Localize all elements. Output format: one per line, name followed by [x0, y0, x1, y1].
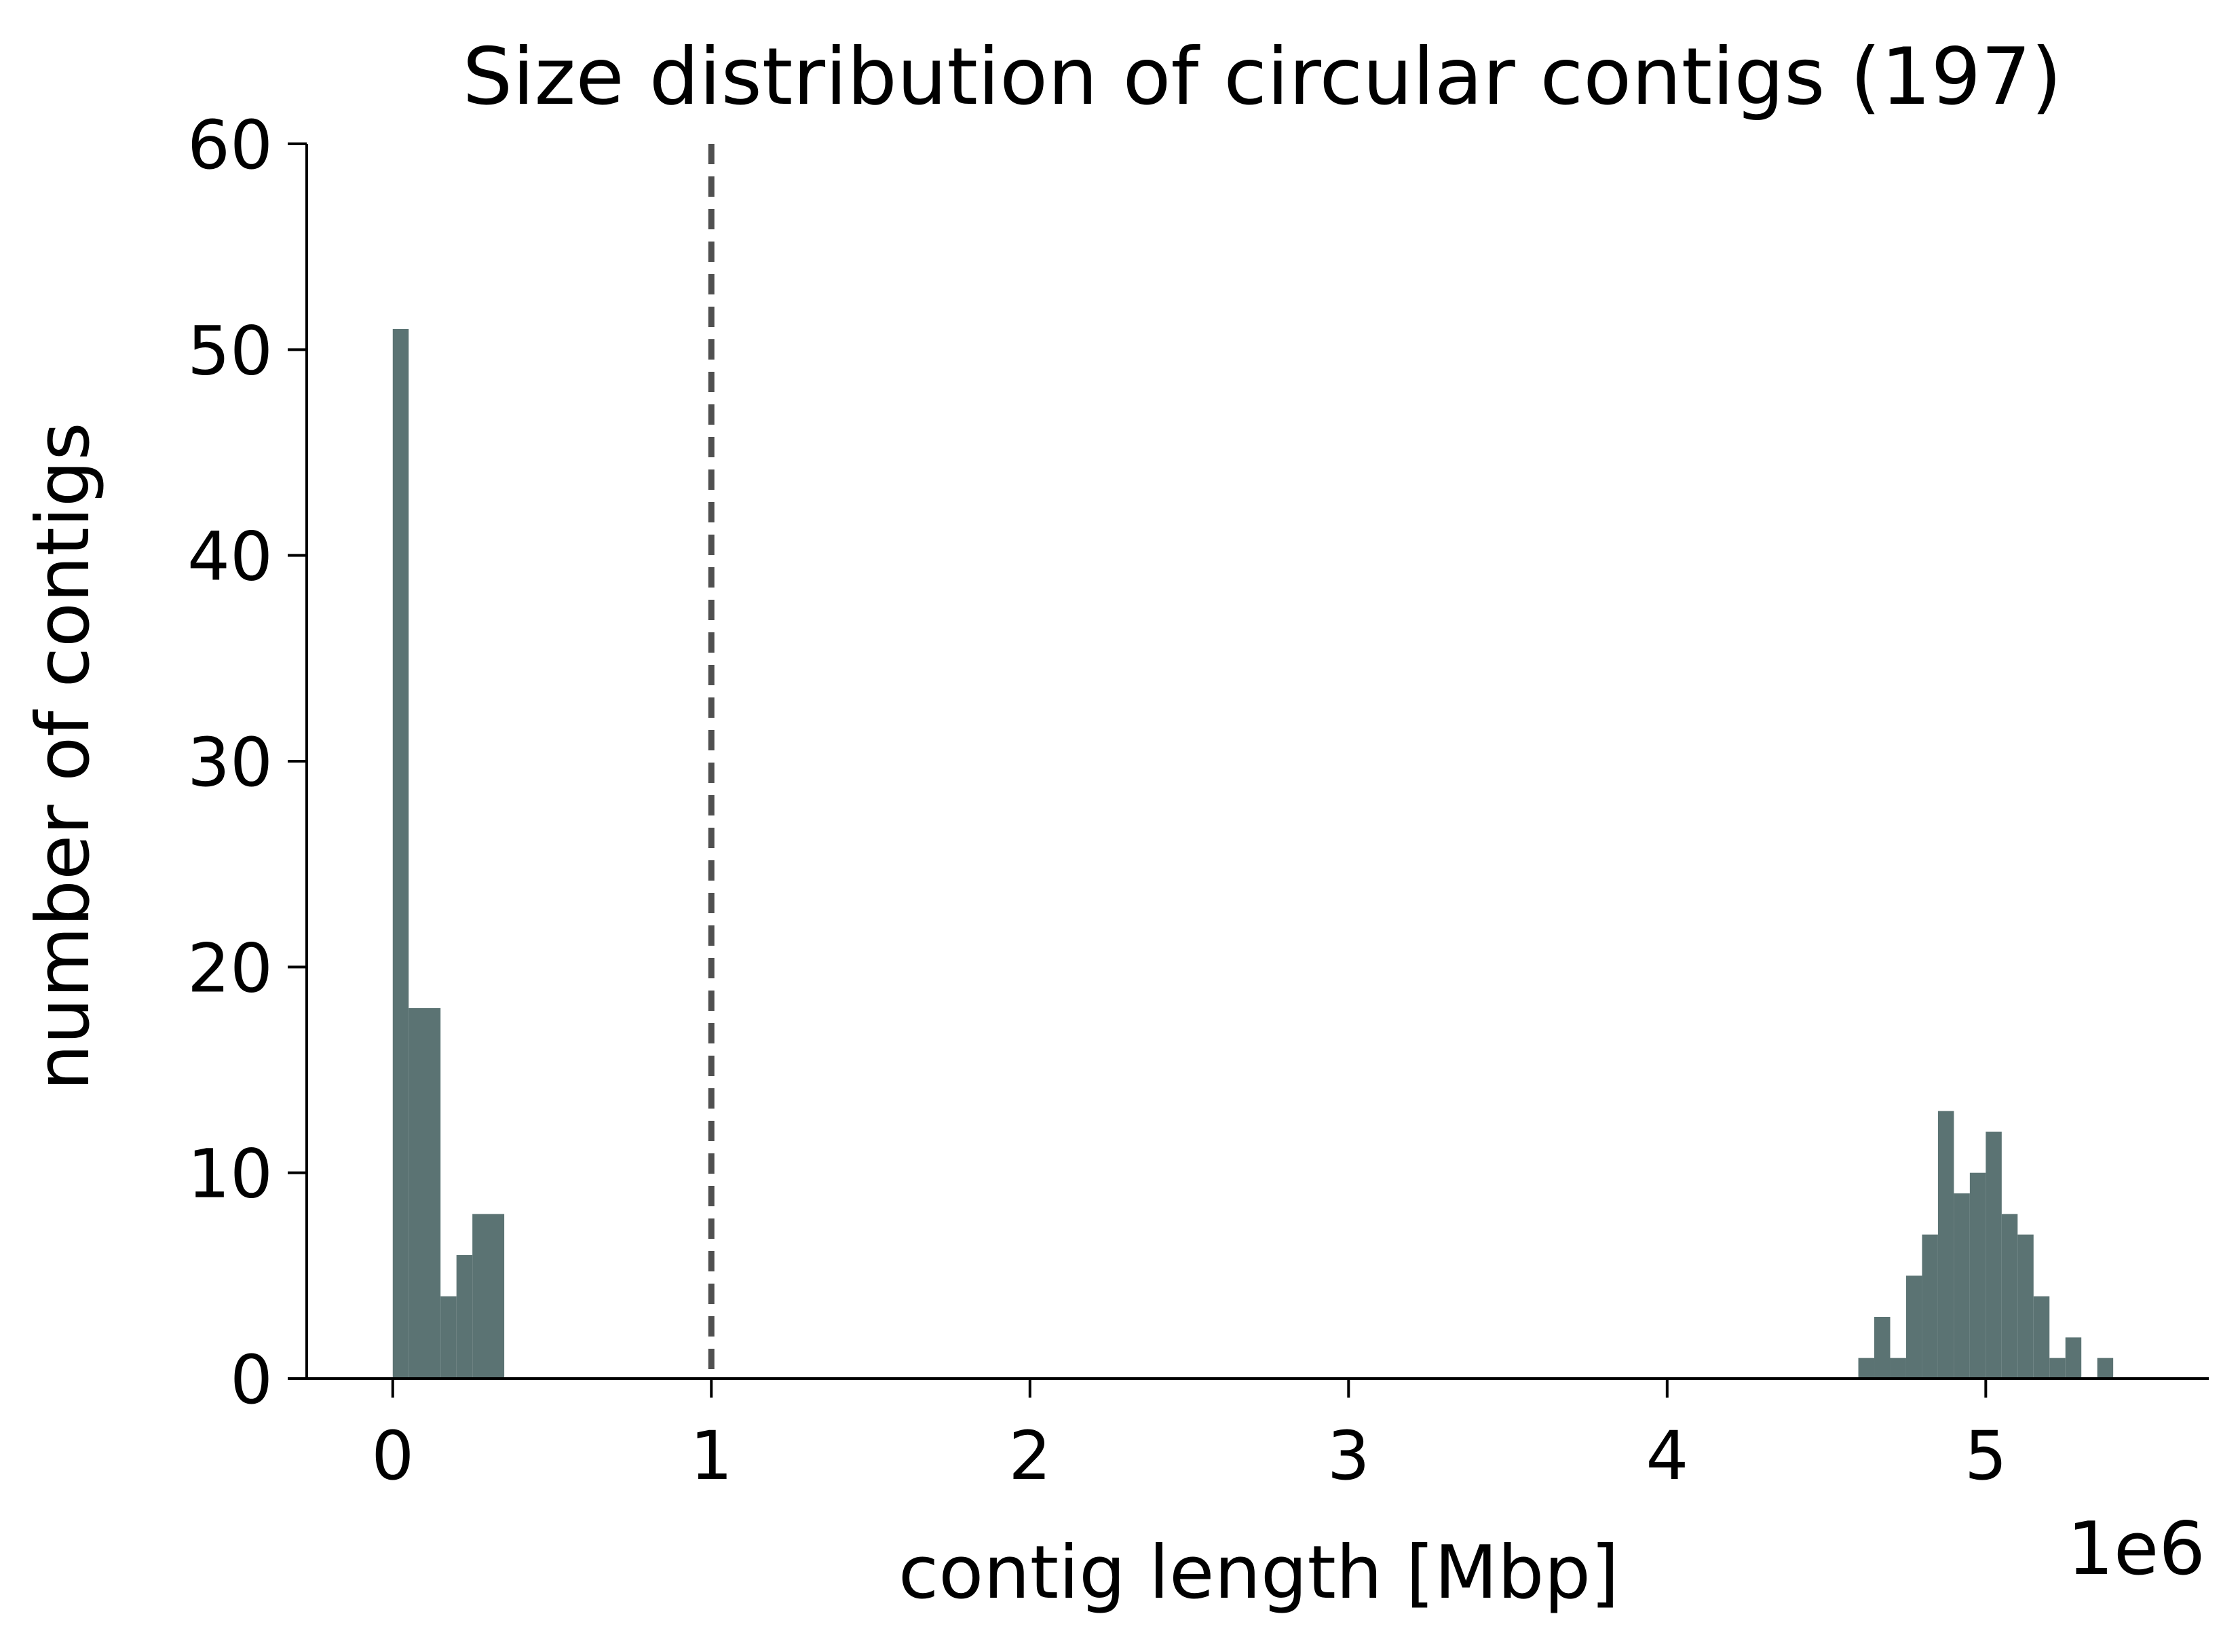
x-ticks-group: 0 1 2 3 4 5: [371, 1379, 2007, 1495]
histogram-bar: [2001, 1214, 2018, 1379]
histogram-bar: [472, 1214, 505, 1379]
y-ticks-group: 0 10 20 30 40 50 60: [187, 107, 307, 1419]
y-tick-label: 40: [187, 518, 273, 596]
y-tick-label: 10: [187, 1136, 273, 1214]
histogram-bar: [1858, 1358, 1875, 1379]
histogram-bar: [456, 1255, 473, 1379]
histogram-bar: [1874, 1317, 1891, 1379]
histogram-bar: [1922, 1234, 1938, 1379]
x-offset-label: 1e6: [2067, 1507, 2205, 1592]
y-tick-label: 50: [187, 312, 273, 390]
histogram-bar: [1937, 1111, 1954, 1379]
histogram-bar: [392, 329, 409, 1379]
histogram-bar: [1890, 1358, 1906, 1379]
x-tick-label: 3: [1327, 1417, 1370, 1495]
x-tick-label: 4: [1646, 1417, 1688, 1495]
x-tick-label: 0: [371, 1417, 414, 1495]
y-axis-label: number of contigs: [21, 422, 106, 1090]
histogram-bar: [2033, 1296, 2050, 1379]
histogram-bar: [1969, 1172, 1986, 1379]
x-axis-label: contig length [Mbp]: [898, 1531, 1619, 1615]
x-tick-label: 1: [690, 1417, 733, 1495]
y-tick-label: 20: [187, 929, 273, 1007]
x-tick-label: 5: [1964, 1417, 2007, 1495]
histogram-bar: [2097, 1358, 2114, 1379]
histogram-bar: [1905, 1275, 1922, 1379]
histogram-bar: [409, 1008, 441, 1379]
histogram-bar: [1986, 1132, 2002, 1379]
chart-title: Size distribution of circular contigs (1…: [463, 31, 2062, 123]
histogram-bar: [2017, 1234, 2034, 1379]
histogram-bar: [1954, 1193, 1970, 1379]
bars-group: [392, 329, 2114, 1379]
x-tick-label: 2: [1008, 1417, 1051, 1495]
y-tick-label: 60: [187, 107, 273, 185]
histogram-bar: [2049, 1358, 2066, 1379]
y-tick-label: 30: [187, 724, 273, 802]
y-tick-label: 0: [230, 1341, 273, 1419]
histogram-bar: [440, 1296, 457, 1379]
histogram-bar: [2065, 1337, 2082, 1379]
